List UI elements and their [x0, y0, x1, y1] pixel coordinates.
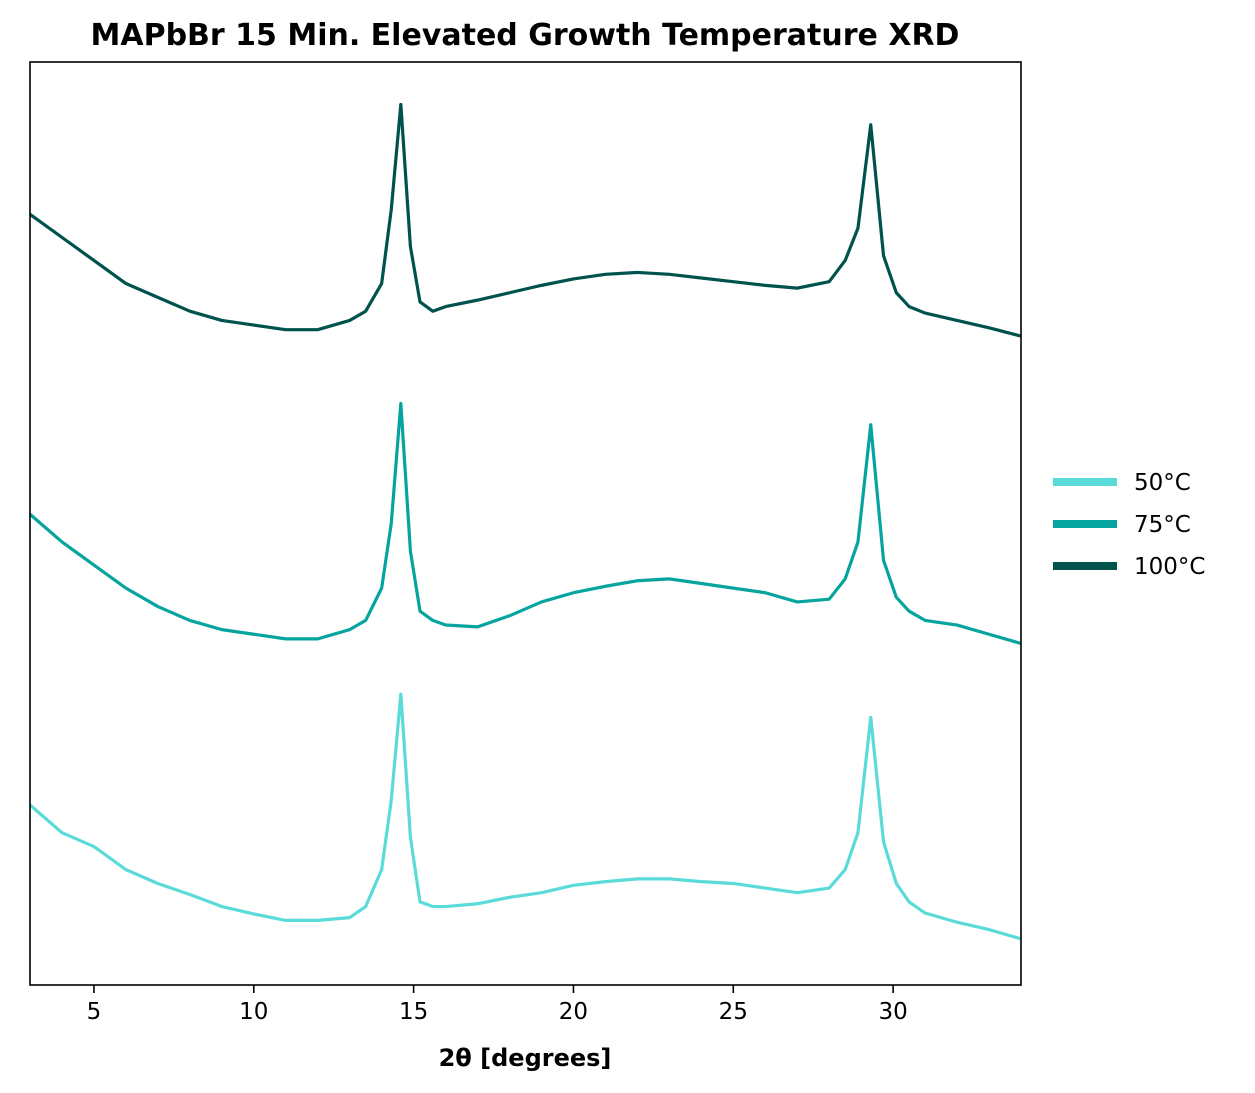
legend: 50°C 75°C 100°C — [1053, 470, 1205, 580]
series-line-1 — [28, 401, 1022, 646]
series-line-2 — [29, 102, 1022, 338]
x-axis-ticks: 5 10 15 20 25 30 — [87, 985, 908, 1025]
x-tick-label: 15 — [399, 999, 428, 1025]
x-tick-label: 25 — [719, 999, 748, 1025]
chart-title: MAPbBr 15 Min. Elevated Growth Temperatu… — [91, 18, 960, 53]
x-tick-label: 20 — [559, 999, 588, 1025]
series-layer — [28, 102, 1022, 941]
x-tick-label: 10 — [239, 999, 268, 1025]
legend-label-1: 75°C — [1134, 512, 1191, 538]
legend-label-2: 100°C — [1134, 554, 1205, 580]
x-axis-label: 2θ [degrees] — [439, 1044, 612, 1072]
plot-frame — [29, 61, 1022, 986]
legend-label-0: 50°C — [1134, 470, 1191, 496]
x-tick-label: 5 — [87, 999, 102, 1025]
series-line-0 — [28, 692, 1022, 941]
x-tick-label: 30 — [878, 999, 907, 1025]
